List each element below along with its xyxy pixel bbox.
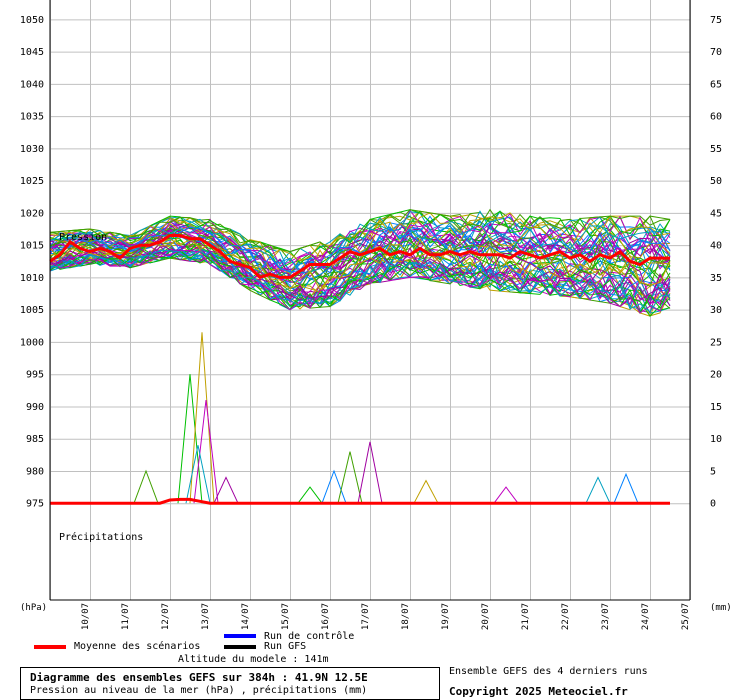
x-tick-label: 23/07 <box>601 603 611 630</box>
pressure-tick-label: 1000 <box>20 337 44 348</box>
precip-spike <box>357 441 383 504</box>
ensemble-member-line <box>49 242 671 299</box>
pressure-annotation: Pression <box>59 232 107 243</box>
chart-subtitle: Pression au niveau de la mer (hPa) , pré… <box>30 685 368 696</box>
precip-spike <box>493 486 519 504</box>
x-tick-label: 24/07 <box>641 603 651 630</box>
runs-note: Ensemble GEFS des 4 derniers runs <box>449 666 648 677</box>
ensemble-member-line <box>49 209 671 267</box>
precip-spike <box>321 469 347 504</box>
precip-tick-label: 30 <box>710 305 722 316</box>
pressure-tick-label: 1035 <box>20 112 44 123</box>
axes: 975 0 980 5 985 10 990 15 995 20 1000 25 1005 30 1010 3… <box>20 0 722 630</box>
ensemble-member-line <box>49 249 671 314</box>
precip-tick-label: 70 <box>710 47 722 58</box>
pressure-tick-label: 1040 <box>20 79 44 90</box>
pressure-tick-label: 1025 <box>20 176 44 187</box>
pressure-tick-label: 1010 <box>20 273 44 284</box>
left-axis-unit: (hPa) <box>20 603 47 613</box>
mean-series <box>49 234 670 505</box>
precip-spike <box>297 486 323 504</box>
legend-mean-label: Moyenne des scénarios <box>74 641 201 652</box>
x-tick-label: 13/07 <box>201 603 211 630</box>
x-tick-label: 12/07 <box>161 603 171 630</box>
ensemble-member-line <box>49 251 671 315</box>
precip-tick-label: 15 <box>710 402 722 413</box>
precip-tick-label: 25 <box>710 337 722 348</box>
pressure-tick-label: 990 <box>26 402 44 413</box>
precip-spike <box>177 374 203 504</box>
copyright: Copyright 2025 Meteociel.fr <box>449 685 628 698</box>
title-box: Diagramme des ensembles GEFS sur 384h : … <box>20 667 440 700</box>
x-tick-label: 19/07 <box>441 603 451 630</box>
mean-precip-line <box>50 497 670 505</box>
precip-tick-label: 20 <box>710 370 722 381</box>
x-tick-label: 20/07 <box>481 603 491 630</box>
right-axis-unit: (mm) <box>710 603 732 613</box>
precip-spike <box>189 332 215 504</box>
pressure-tick-label: 975 <box>26 499 44 510</box>
precip-spike <box>413 479 439 504</box>
precip-spike <box>193 399 219 504</box>
pressure-tick-label: 1030 <box>20 144 44 155</box>
precip-tick-label: 50 <box>710 176 722 187</box>
precip-members <box>133 332 639 504</box>
x-tick-label: 17/07 <box>361 603 371 630</box>
chart-title: Diagramme des ensembles GEFS sur 384h : … <box>30 671 368 684</box>
ensemble-member-line <box>49 208 671 253</box>
pressure-tick-label: 1050 <box>20 15 44 26</box>
precip-tick-label: 75 <box>710 15 722 26</box>
pressure-tick-label: 1005 <box>20 305 44 316</box>
legend-control-label: Run de contrôle <box>264 631 355 642</box>
pressure-tick-label: 1045 <box>20 47 44 58</box>
legend-gfs-label: Run GFS <box>264 641 307 652</box>
x-tick-label: 25/07 <box>681 603 691 630</box>
pressure-tick-label: 1020 <box>20 208 44 219</box>
precip-spike <box>213 476 239 504</box>
x-tick-label: 16/07 <box>321 603 331 630</box>
x-tick-label: 10/07 <box>81 603 91 630</box>
ensemble-member-line <box>49 220 671 274</box>
precip-spike <box>337 451 363 504</box>
x-tick-label: 18/07 <box>401 603 411 630</box>
precip-spike <box>133 469 159 504</box>
precip-tick-label: 5 <box>710 466 716 477</box>
ensemble-member-line <box>49 212 671 262</box>
precip-tick-label: 10 <box>710 434 722 445</box>
precip-tick-label: 60 <box>710 112 722 123</box>
pressure-tick-label: 995 <box>26 370 44 381</box>
x-tick-label: 14/07 <box>241 603 251 630</box>
precip-spike <box>185 445 211 504</box>
precip-tick-label: 0 <box>710 499 716 510</box>
legend-mean-swatch <box>34 645 66 649</box>
x-tick-label: 15/07 <box>281 603 291 630</box>
precip-tick-label: 65 <box>710 79 722 90</box>
pressure-tick-label: 980 <box>26 466 44 477</box>
ensemble-member-line <box>49 249 671 308</box>
precip-tick-label: 40 <box>710 241 722 252</box>
legend-control-swatch <box>224 634 256 638</box>
precip-tick-label: 35 <box>710 273 722 284</box>
x-tick-label: 21/07 <box>521 603 531 630</box>
legend-gfs-swatch <box>224 645 256 649</box>
model-altitude: Altitude du modele : 141m <box>178 654 329 665</box>
ensemble-members <box>49 208 671 317</box>
ensemble-member-line <box>49 246 671 301</box>
ensemble-member-line <box>49 241 671 301</box>
pressure-tick-label: 1015 <box>20 241 44 252</box>
ensemble-member-line <box>49 249 671 313</box>
precip-spike <box>585 476 611 504</box>
x-tick-label: 22/07 <box>561 603 571 630</box>
pressure-tick-label: 985 <box>26 434 44 445</box>
precip-annotation: Précipitations <box>59 531 143 543</box>
x-tick-label: 11/07 <box>121 603 131 630</box>
mean-pressure-line <box>49 234 670 280</box>
ensemble-member-line <box>49 220 671 274</box>
precip-spike <box>613 472 639 504</box>
ensemble-member-line <box>49 233 671 292</box>
precip-tick-label: 55 <box>710 144 722 155</box>
precip-tick-label: 45 <box>710 208 722 219</box>
